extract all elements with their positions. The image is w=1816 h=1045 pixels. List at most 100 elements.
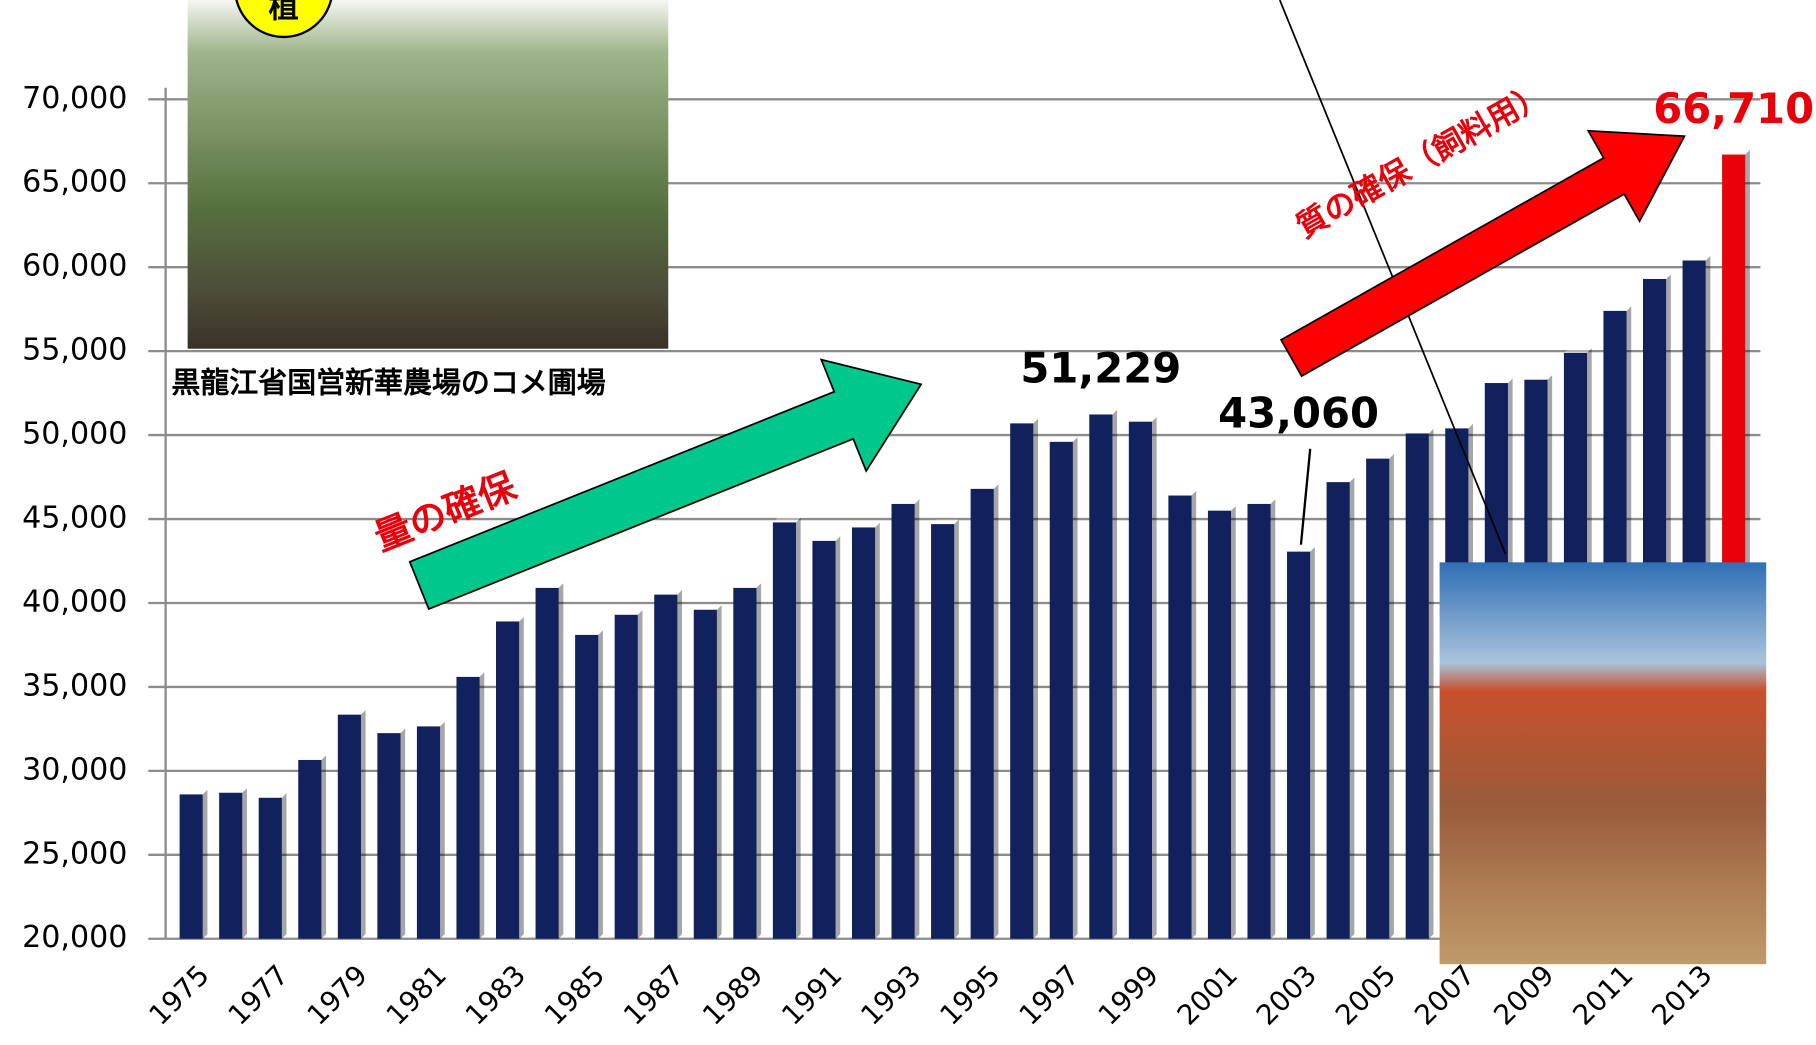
x-tick-label: 2005 (1329, 958, 1402, 1031)
bar-top (1128, 417, 1157, 422)
bar (298, 759, 322, 939)
bar (1326, 482, 1350, 939)
bar (1207, 510, 1232, 939)
x-tick-label: 1989 (696, 958, 769, 1031)
quality-arrow (1279, 129, 1686, 378)
bar-side (1349, 477, 1355, 939)
y-tick-label: 30,000 (22, 752, 127, 787)
bar-top (456, 672, 485, 677)
bar-top (219, 788, 247, 793)
badge-text: 植 (269, 0, 299, 26)
bar-top (179, 789, 208, 795)
bar-side (479, 672, 485, 939)
y-tick-label: 40,000 (22, 585, 127, 620)
bar-side (1112, 409, 1118, 939)
bar-top (416, 721, 445, 727)
x-tick-label: 1979 (301, 958, 374, 1031)
bar (1405, 433, 1429, 939)
x-tick-label: 2007 (1408, 958, 1481, 1031)
bar (851, 527, 876, 939)
bar-top (970, 484, 999, 489)
bar-top (1247, 499, 1276, 504)
corn-photo (187, 0, 669, 349)
bar-top (1642, 274, 1671, 279)
y-tick-label: 25,000 (22, 836, 127, 871)
bar (416, 726, 441, 939)
bar-top (654, 589, 683, 595)
x-tick-label: 1991 (775, 958, 848, 1031)
bar-side (1428, 428, 1434, 939)
value-label: 51,229 (1020, 344, 1181, 393)
y-tick-label: 60,000 (22, 249, 127, 284)
x-tick-label: 1993 (854, 958, 927, 1031)
x-tick-label: 1987 (617, 958, 690, 1031)
bar (179, 794, 203, 939)
bar-side (993, 484, 999, 939)
bar-top (1049, 437, 1078, 442)
bar-top (298, 755, 327, 760)
bar-top (614, 610, 643, 615)
bar-side (1033, 418, 1038, 939)
bar-side (1072, 437, 1078, 939)
bar-side (875, 522, 880, 939)
bar-top (1563, 348, 1592, 353)
bar (733, 587, 757, 939)
bar (219, 792, 243, 939)
bar-side (440, 721, 445, 939)
bar (812, 540, 836, 939)
bar-side (1310, 546, 1315, 939)
bar (693, 609, 717, 939)
bar-side (1231, 506, 1236, 939)
bar-top (1682, 255, 1711, 261)
bar-top (1326, 477, 1355, 483)
x-tick-label: 2013 (1645, 958, 1718, 1031)
bar-side (519, 616, 524, 939)
bar-top (1722, 149, 1750, 155)
bar-side (1151, 417, 1157, 939)
x-tick-label: 2009 (1487, 958, 1560, 1031)
quantity-arrow (408, 358, 923, 611)
y-tick-label: 70,000 (22, 81, 127, 116)
bar (654, 594, 678, 939)
leader-line (1299, 448, 1312, 545)
bar-side (677, 589, 683, 939)
bar-side (1191, 490, 1197, 939)
bar (1168, 495, 1192, 939)
bar (1010, 423, 1034, 939)
bar-top (258, 793, 287, 798)
bar-top (1405, 428, 1434, 434)
value-label: 66,710 (1653, 84, 1814, 133)
x-tick-label: 1995 (933, 958, 1006, 1031)
bar (891, 503, 915, 939)
bar-top (851, 522, 880, 528)
bar-top (812, 536, 841, 541)
x-tick-label: 1975 (142, 958, 215, 1031)
bar-top (575, 630, 603, 635)
bar (337, 714, 361, 939)
bar-side (954, 519, 959, 939)
bar-top (891, 499, 920, 504)
photo-caption: 黒龍江省国営新華農場のコメ圃場 (171, 366, 605, 400)
potato-photo (1439, 562, 1767, 965)
x-tick-label: 1985 (538, 958, 611, 1031)
bar (1128, 421, 1152, 939)
bar-top (693, 605, 722, 610)
x-tick-label: 2003 (1250, 958, 1323, 1031)
bar (496, 621, 520, 939)
bar (456, 676, 480, 939)
badge (235, 0, 333, 39)
bar-side (558, 583, 564, 939)
bar (258, 797, 282, 939)
bar-side (637, 610, 643, 939)
bar (575, 634, 599, 939)
bar-side (400, 728, 406, 939)
y-tick-label: 35,000 (22, 668, 127, 703)
bar-top (1484, 378, 1513, 384)
bar (1366, 458, 1390, 939)
bar-side (202, 789, 208, 939)
x-tick-label: 2011 (1566, 958, 1639, 1031)
bar-side (242, 788, 247, 939)
bar (1089, 414, 1113, 939)
bar-top (496, 616, 524, 622)
bar-top (1603, 306, 1632, 311)
